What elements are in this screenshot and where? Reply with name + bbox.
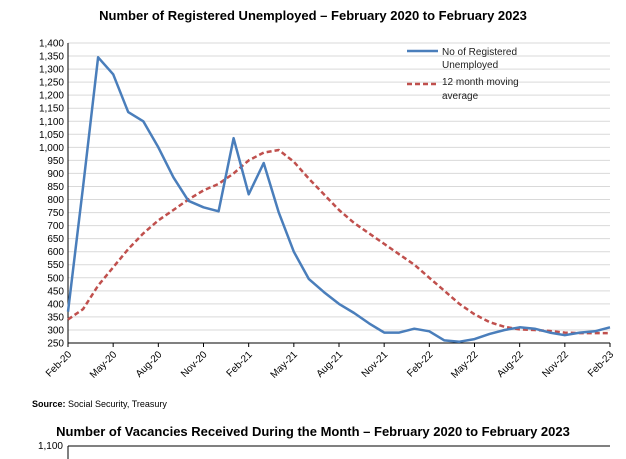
legend-label-moving-average-cont: average [442, 91, 479, 102]
series-lines [66, 56, 611, 343]
legend-label-unemployed: No of Registered [442, 47, 517, 58]
y-tick-label: 300 [47, 325, 64, 336]
y-tick-label: 1,300 [39, 65, 64, 76]
x-tick-label: Feb-22 [405, 349, 435, 379]
x-tick-label: Nov-21 [360, 349, 391, 380]
y-tick-label: 750 [47, 208, 64, 219]
y-tick-label: 800 [47, 195, 64, 206]
x-tick-label: May-21 [269, 349, 301, 381]
x-tick-labels: Feb-20 May-20 Aug-20 Nov-20 Feb-21 May-21 Aug-… [44, 343, 616, 381]
x-tick-label: Aug-22 [495, 349, 526, 380]
y-tick-label: 1,150 [39, 104, 64, 115]
y-tick-label: 450 [47, 286, 64, 297]
x-tick-label: Feb-21 [225, 349, 255, 379]
legend-label-unemployed-cont: Unemployed [442, 60, 498, 71]
x-tick-label: May-20 [88, 349, 120, 381]
vacancies-y-tick-label: 1,100 [38, 441, 63, 452]
y-tick-label: 950 [47, 156, 64, 167]
y-tick-label: 900 [47, 169, 64, 180]
y-tick-label: 650 [47, 234, 64, 245]
vacancies-chart-partial: 1,100 [38, 441, 610, 459]
legend-label-moving-average: 12 month moving [442, 77, 519, 88]
y-tick-label: 1,000 [39, 143, 64, 154]
y-tick-label: 400 [47, 299, 64, 310]
y-tick-label: 1,250 [39, 78, 64, 89]
vacancies-chart-title: Number of Vacancies Received During the … [56, 424, 570, 439]
source-text: Social Security, Treasury [68, 399, 167, 409]
x-tick-label: Feb-23 [586, 349, 616, 379]
y-tick-label: 500 [47, 273, 64, 284]
y-tick-label: 600 [47, 247, 64, 258]
x-tick-label: Aug-20 [134, 349, 165, 380]
y-tick-label: 550 [47, 260, 64, 271]
y-tick-label: 250 [47, 339, 64, 350]
source-note: Source: Social Security, Treasury [32, 399, 167, 409]
x-tick-label: Aug-21 [315, 349, 346, 380]
source-label: Source: [32, 399, 66, 409]
axes [67, 43, 610, 344]
y-tick-label: 1,100 [39, 117, 64, 128]
y-tick-label: 1,050 [39, 130, 64, 141]
y-tick-label: 350 [47, 312, 64, 323]
x-tick-label: Feb-20 [44, 349, 74, 379]
chart-title: Number of Registered Unemployed – Februa… [99, 8, 527, 23]
y-tick-label: 1,350 [39, 52, 64, 63]
x-tick-label: May-22 [449, 349, 481, 381]
y-tick-label: 1,200 [39, 91, 64, 102]
series-line-unemployed [66, 56, 611, 343]
y-tick-label: 1,400 [39, 39, 64, 50]
legend: No of Registered Unemployed 12 month mov… [407, 47, 519, 102]
x-tick-label: Nov-20 [179, 349, 210, 380]
gridlines [68, 42, 610, 344]
y-tick-labels: 1,400 1,350 1,300 1,250 1,200 1,150 1,100 1,050… [39, 39, 64, 350]
y-tick-label: 850 [47, 182, 64, 193]
y-tick-label: 700 [47, 221, 64, 232]
x-tick-label: Nov-22 [540, 349, 571, 380]
series-line-moving-average [67, 148, 610, 335]
